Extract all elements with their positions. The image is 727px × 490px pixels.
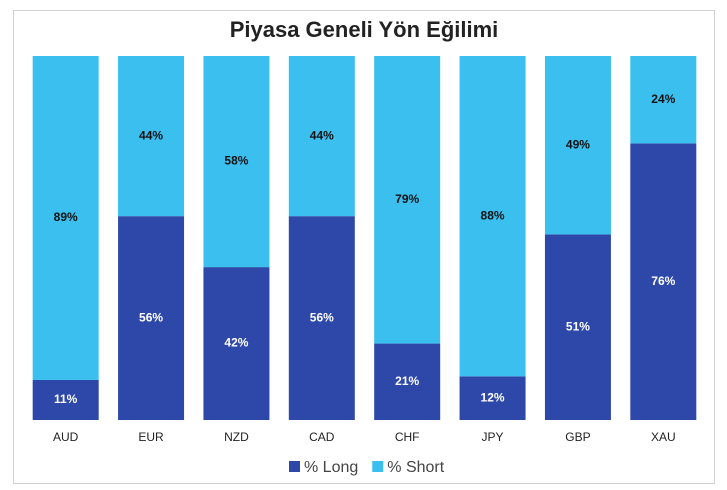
bar-segment (544, 56, 611, 235)
bar-segment (288, 216, 355, 420)
legend-swatch (372, 461, 384, 472)
bar-segment (118, 216, 185, 420)
legend-label: % Short (387, 459, 444, 476)
data-label: 12% (481, 390, 505, 404)
bar-segment (32, 56, 99, 380)
data-label: 11% (54, 392, 78, 406)
data-label: 56% (139, 310, 163, 324)
bar-segment (459, 376, 526, 420)
legend-swatch (289, 461, 300, 472)
data-label: 51% (566, 319, 590, 333)
data-label: 56% (310, 310, 334, 324)
bar-segment (32, 379, 99, 420)
x-tick-label: JPY (482, 430, 504, 444)
data-label: 79% (395, 192, 419, 206)
data-label: 49% (566, 137, 590, 151)
data-label: 89% (54, 210, 78, 224)
bar-segment (288, 56, 355, 217)
bar-segment (374, 56, 441, 344)
bar-segment (630, 143, 697, 421)
bar-segment (374, 343, 441, 420)
data-label: 88% (481, 208, 505, 222)
chart-title: Piyasa Geneli Yön Eğilimi (230, 17, 499, 42)
bar-segment (118, 56, 185, 217)
bar-segment (459, 56, 526, 377)
x-tick-label: GBP (565, 430, 590, 444)
x-tick-label: CHF (395, 430, 420, 444)
data-label: 42% (224, 336, 248, 350)
data-label: 76% (651, 274, 675, 288)
data-label: 58% (224, 154, 248, 168)
x-tick-label: NZD (224, 430, 249, 444)
bar-segment (203, 267, 270, 420)
bar-segment (203, 56, 270, 268)
data-label: 44% (139, 128, 163, 142)
x-tick-label: CAD (309, 430, 335, 444)
data-label: 24% (651, 92, 675, 106)
data-label: 21% (395, 374, 419, 388)
data-label: 44% (310, 128, 334, 142)
bar-segment (630, 56, 697, 144)
legend-label: % Long (304, 459, 358, 476)
bar-segment (544, 234, 611, 420)
x-tick-label: XAU (651, 430, 676, 444)
x-tick-label: EUR (138, 430, 164, 444)
x-tick-label: AUD (53, 430, 79, 444)
